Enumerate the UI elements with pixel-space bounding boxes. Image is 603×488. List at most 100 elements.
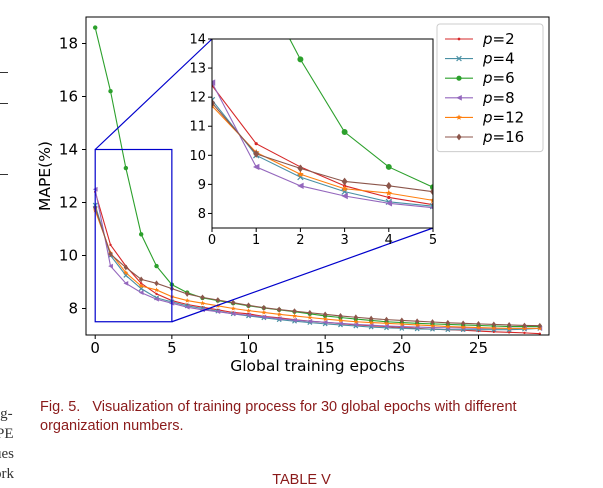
data-point bbox=[385, 200, 393, 207]
figure-caption: Fig. 5. Visualization of training proces… bbox=[40, 398, 580, 436]
margin-rule bbox=[0, 174, 8, 175]
data-point bbox=[353, 319, 359, 324]
data-point bbox=[399, 317, 405, 324]
data-point bbox=[368, 320, 374, 325]
data-point bbox=[445, 319, 451, 326]
data-point bbox=[338, 313, 343, 319]
data-point bbox=[341, 192, 348, 200]
data-point bbox=[252, 163, 260, 171]
y-tick-label: 14 bbox=[59, 141, 78, 159]
data-point bbox=[430, 325, 435, 330]
data-point bbox=[445, 323, 451, 329]
data-point bbox=[341, 129, 348, 136]
x-tick-label: 0 bbox=[90, 339, 100, 357]
y-tick-label: 12 bbox=[59, 194, 78, 212]
inset-y-tick-label: 13 bbox=[189, 62, 206, 77]
data-point bbox=[429, 196, 433, 204]
y-tick-label: 8 bbox=[68, 300, 78, 318]
data-point bbox=[414, 318, 420, 325]
inset-x-tick-label: 0 bbox=[208, 233, 216, 248]
data-point bbox=[123, 270, 129, 275]
data-point bbox=[184, 291, 190, 297]
data-point bbox=[522, 322, 527, 329]
cropped-text-fragment: PE bbox=[0, 426, 14, 442]
inset-y-tick-label: 14 bbox=[189, 33, 206, 48]
data-point bbox=[322, 311, 328, 318]
data-point bbox=[456, 114, 462, 120]
legend-label: p=8 bbox=[482, 89, 515, 107]
zoom-connector bbox=[171, 227, 434, 323]
data-point bbox=[92, 25, 98, 30]
data-point bbox=[140, 282, 143, 285]
inset-x-tick-label: 1 bbox=[252, 233, 260, 248]
inset-y-tick-label: 8 bbox=[198, 207, 206, 222]
data-point bbox=[184, 298, 190, 303]
data-point bbox=[491, 325, 497, 331]
y-tick-label: 16 bbox=[59, 88, 78, 106]
data-point bbox=[254, 142, 258, 146]
zoom-box bbox=[94, 148, 173, 323]
inset-x-tick-label: 5 bbox=[429, 233, 437, 248]
cropped-text-fragment: ig- bbox=[0, 406, 13, 422]
data-point bbox=[292, 317, 297, 323]
data-point bbox=[430, 187, 433, 196]
data-point bbox=[246, 312, 251, 318]
legend-label: p=4 bbox=[482, 50, 515, 68]
x-tick-label: 15 bbox=[316, 339, 335, 357]
margin-rule bbox=[0, 103, 8, 104]
data-point bbox=[292, 308, 297, 315]
data-point bbox=[108, 251, 113, 258]
data-point bbox=[215, 297, 221, 303]
data-point bbox=[307, 314, 313, 320]
y-tick-label: 10 bbox=[59, 247, 78, 265]
data-point bbox=[200, 300, 205, 306]
data-point bbox=[384, 316, 389, 323]
data-point bbox=[353, 314, 359, 321]
data-point bbox=[123, 280, 129, 286]
data-point bbox=[385, 181, 392, 190]
zoom-connector bbox=[94, 38, 213, 150]
data-point bbox=[261, 309, 267, 315]
inset-series-line bbox=[212, 82, 433, 209]
caption-label: Fig. 5. bbox=[40, 399, 81, 415]
data-point bbox=[154, 287, 159, 293]
x-tick-label: 20 bbox=[392, 339, 411, 357]
data-point bbox=[108, 88, 113, 94]
data-point bbox=[476, 325, 481, 330]
cropped-text-fragment: ork bbox=[0, 466, 14, 482]
data-point bbox=[276, 306, 282, 313]
inset-y-tick-label: 11 bbox=[189, 120, 206, 135]
data-point bbox=[414, 322, 420, 327]
inset-plot-lines bbox=[212, 39, 433, 210]
data-point bbox=[385, 163, 392, 170]
data-point bbox=[307, 309, 313, 316]
data-point bbox=[154, 263, 159, 269]
legend-label: p=12 bbox=[482, 108, 524, 126]
inset-y-tick-label: 10 bbox=[189, 149, 206, 164]
x-tick-label: 10 bbox=[239, 339, 258, 357]
data-point bbox=[456, 55, 462, 62]
series-line bbox=[94, 210, 540, 329]
main-plot-lines bbox=[92, 25, 543, 335]
data-point bbox=[261, 304, 267, 311]
data-point bbox=[154, 280, 159, 287]
data-point bbox=[322, 316, 328, 322]
data-point bbox=[506, 322, 512, 328]
data-point bbox=[338, 317, 343, 323]
data-point bbox=[154, 296, 159, 302]
data-point bbox=[456, 95, 462, 101]
data-point bbox=[341, 177, 348, 186]
data-point bbox=[138, 290, 144, 295]
data-point bbox=[138, 276, 144, 283]
data-point bbox=[399, 321, 405, 327]
inset-y-tick-label: 12 bbox=[189, 91, 206, 106]
data-point bbox=[200, 307, 205, 313]
data-point bbox=[297, 164, 304, 173]
margin-rule bbox=[0, 72, 8, 73]
data-point bbox=[456, 75, 462, 81]
data-point bbox=[123, 264, 129, 271]
data-point bbox=[387, 195, 391, 200]
cropped-text-fragment: ues bbox=[0, 446, 14, 462]
caption-text: Visualization of training process for 30… bbox=[40, 399, 517, 434]
